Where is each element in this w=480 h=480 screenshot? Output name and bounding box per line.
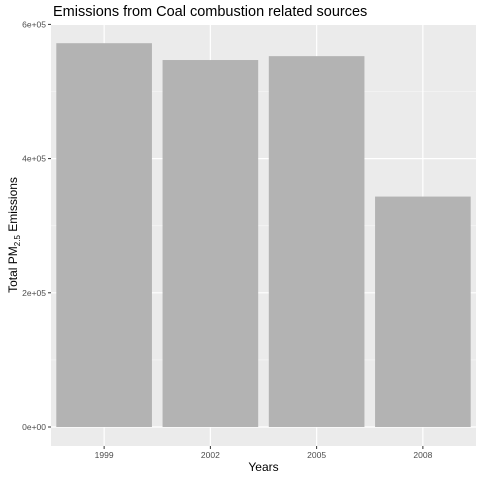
y-axis-label-subscript: 2.5 [13,235,23,247]
x-tick-label: 2008 [413,450,432,460]
y-axis-label: Total PM2.5 Emissions [6,177,22,293]
y-axis-label-suffix: Emissions [5,177,20,236]
bar-2002 [162,60,259,428]
bar-2005 [268,56,365,427]
bar-1999 [56,43,152,428]
x-tick-label: 2002 [201,450,220,460]
x-tick-label: 2005 [307,450,326,460]
y-tick-label: 2e+05 [22,288,46,298]
x-axis-label: Years [248,460,279,474]
y-tick-label: 4e+05 [22,154,46,164]
y-axis-label-prefix: Total PM [5,246,20,293]
bar-2008 [375,196,471,427]
chart-title: Emissions from Coal combustion related s… [53,4,368,20]
y-tick-label: 0e+00 [22,422,46,432]
x-tick-label: 1999 [95,450,114,460]
y-tick-label: 6e+05 [22,19,46,29]
